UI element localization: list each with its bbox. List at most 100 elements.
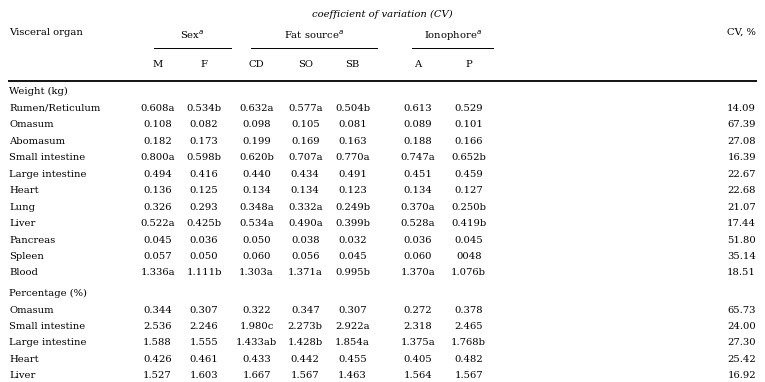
Text: 27.08: 27.08 — [728, 137, 756, 146]
Text: 65.73: 65.73 — [728, 306, 756, 314]
Text: Visceral organ: Visceral organ — [9, 28, 83, 37]
Text: 0.134: 0.134 — [242, 186, 271, 195]
Text: 0.440: 0.440 — [242, 170, 271, 179]
Text: 0.057: 0.057 — [143, 252, 172, 261]
Text: 1.463: 1.463 — [338, 371, 367, 380]
Text: 67.39: 67.39 — [728, 120, 756, 129]
Text: 1.567: 1.567 — [454, 371, 483, 380]
Text: Heart: Heart — [9, 355, 39, 364]
Text: 22.68: 22.68 — [728, 186, 756, 195]
Text: 1.854a: 1.854a — [335, 338, 370, 348]
Text: 0.050: 0.050 — [190, 252, 218, 261]
Text: 0.598b: 0.598b — [187, 153, 222, 162]
Text: SB: SB — [345, 60, 360, 69]
Text: 0.770a: 0.770a — [335, 153, 369, 162]
Text: 0.632a: 0.632a — [239, 104, 274, 113]
Text: 0.613: 0.613 — [403, 104, 432, 113]
Text: 0.534b: 0.534b — [187, 104, 222, 113]
Text: 0.419b: 0.419b — [451, 219, 487, 228]
Text: 0.370a: 0.370a — [400, 202, 435, 212]
Text: 0.482: 0.482 — [454, 355, 483, 364]
Text: 0.399b: 0.399b — [335, 219, 370, 228]
Text: 0.045: 0.045 — [454, 236, 483, 244]
Text: 0.036: 0.036 — [190, 236, 218, 244]
Text: Liver: Liver — [9, 371, 35, 380]
Text: 0.455: 0.455 — [338, 355, 367, 364]
Text: Omasum: Omasum — [9, 306, 54, 314]
Text: Small intestine: Small intestine — [9, 322, 86, 331]
Text: 1.527: 1.527 — [143, 371, 172, 380]
Text: 0.250b: 0.250b — [451, 202, 487, 212]
Text: CD: CD — [249, 60, 265, 69]
Text: F: F — [200, 60, 207, 69]
Text: 18.51: 18.51 — [727, 269, 756, 277]
Text: 17.44: 17.44 — [727, 219, 756, 228]
Text: 0.416: 0.416 — [190, 170, 219, 179]
Text: 0.032: 0.032 — [338, 236, 367, 244]
Text: Weight (kg): Weight (kg) — [9, 87, 68, 96]
Text: 0.504b: 0.504b — [335, 104, 370, 113]
Text: 0.442: 0.442 — [291, 355, 320, 364]
Text: Rumen/Reticulum: Rumen/Reticulum — [9, 104, 100, 113]
Text: 0.056: 0.056 — [291, 252, 320, 261]
Text: 0.434: 0.434 — [291, 170, 320, 179]
Text: 0.101: 0.101 — [454, 120, 483, 129]
Text: 1.567: 1.567 — [291, 371, 320, 380]
Text: 0.060: 0.060 — [243, 252, 271, 261]
Text: 14.09: 14.09 — [727, 104, 756, 113]
Text: 0.490a: 0.490a — [288, 219, 323, 228]
Text: Omasum: Omasum — [9, 120, 54, 129]
Text: 0.348a: 0.348a — [239, 202, 274, 212]
Text: 0.426: 0.426 — [143, 355, 172, 364]
Text: 16.92: 16.92 — [728, 371, 756, 380]
Text: Small intestine: Small intestine — [9, 153, 86, 162]
Text: 0.451: 0.451 — [403, 170, 432, 179]
Text: 0.307: 0.307 — [338, 306, 367, 314]
Text: SO: SO — [298, 60, 313, 69]
Text: 22.67: 22.67 — [728, 170, 756, 179]
Text: 0.433: 0.433 — [243, 355, 271, 364]
Text: 0.577a: 0.577a — [288, 104, 323, 113]
Text: 0.166: 0.166 — [454, 137, 483, 146]
Text: 0.123: 0.123 — [338, 186, 367, 195]
Text: 2.536: 2.536 — [143, 322, 172, 331]
Text: 0.036: 0.036 — [403, 236, 432, 244]
Text: 1.336a: 1.336a — [140, 269, 175, 277]
Text: 0.529: 0.529 — [454, 104, 483, 113]
Text: 0.620b: 0.620b — [239, 153, 274, 162]
Text: Liver: Liver — [9, 219, 35, 228]
Text: 0.652b: 0.652b — [451, 153, 486, 162]
Text: 1.588: 1.588 — [143, 338, 172, 348]
Text: 0.326: 0.326 — [143, 202, 172, 212]
Text: 0.134: 0.134 — [403, 186, 432, 195]
Text: 0.045: 0.045 — [143, 236, 172, 244]
Text: 0.293: 0.293 — [190, 202, 218, 212]
Text: 25.42: 25.42 — [727, 355, 756, 364]
Text: 0.459: 0.459 — [454, 170, 483, 179]
Text: 1.564: 1.564 — [403, 371, 432, 380]
Text: 2.273b: 2.273b — [288, 322, 323, 331]
Text: 1.371a: 1.371a — [288, 269, 323, 277]
Text: 0.307: 0.307 — [190, 306, 218, 314]
Text: 0.199: 0.199 — [243, 137, 271, 146]
Text: 0.125: 0.125 — [190, 186, 219, 195]
Text: Heart: Heart — [9, 186, 39, 195]
Text: Large intestine: Large intestine — [9, 170, 86, 179]
Text: 0.169: 0.169 — [291, 137, 320, 146]
Text: 2.922a: 2.922a — [335, 322, 369, 331]
Text: 1.076b: 1.076b — [451, 269, 487, 277]
Text: 21.07: 21.07 — [727, 202, 756, 212]
Text: 0.405: 0.405 — [403, 355, 432, 364]
Text: Spleen: Spleen — [9, 252, 44, 261]
Text: 0.534a: 0.534a — [239, 219, 274, 228]
Text: 51.80: 51.80 — [727, 236, 756, 244]
Text: 1.555: 1.555 — [190, 338, 219, 348]
Text: 0.038: 0.038 — [291, 236, 320, 244]
Text: 0.491: 0.491 — [338, 170, 367, 179]
Text: 1.111b: 1.111b — [187, 269, 222, 277]
Text: 0.347: 0.347 — [291, 306, 320, 314]
Text: 2.246: 2.246 — [190, 322, 218, 331]
Text: Fat source$^{a}$: Fat source$^{a}$ — [284, 28, 343, 40]
Text: 1.303a: 1.303a — [239, 269, 274, 277]
Text: 0.249b: 0.249b — [335, 202, 370, 212]
